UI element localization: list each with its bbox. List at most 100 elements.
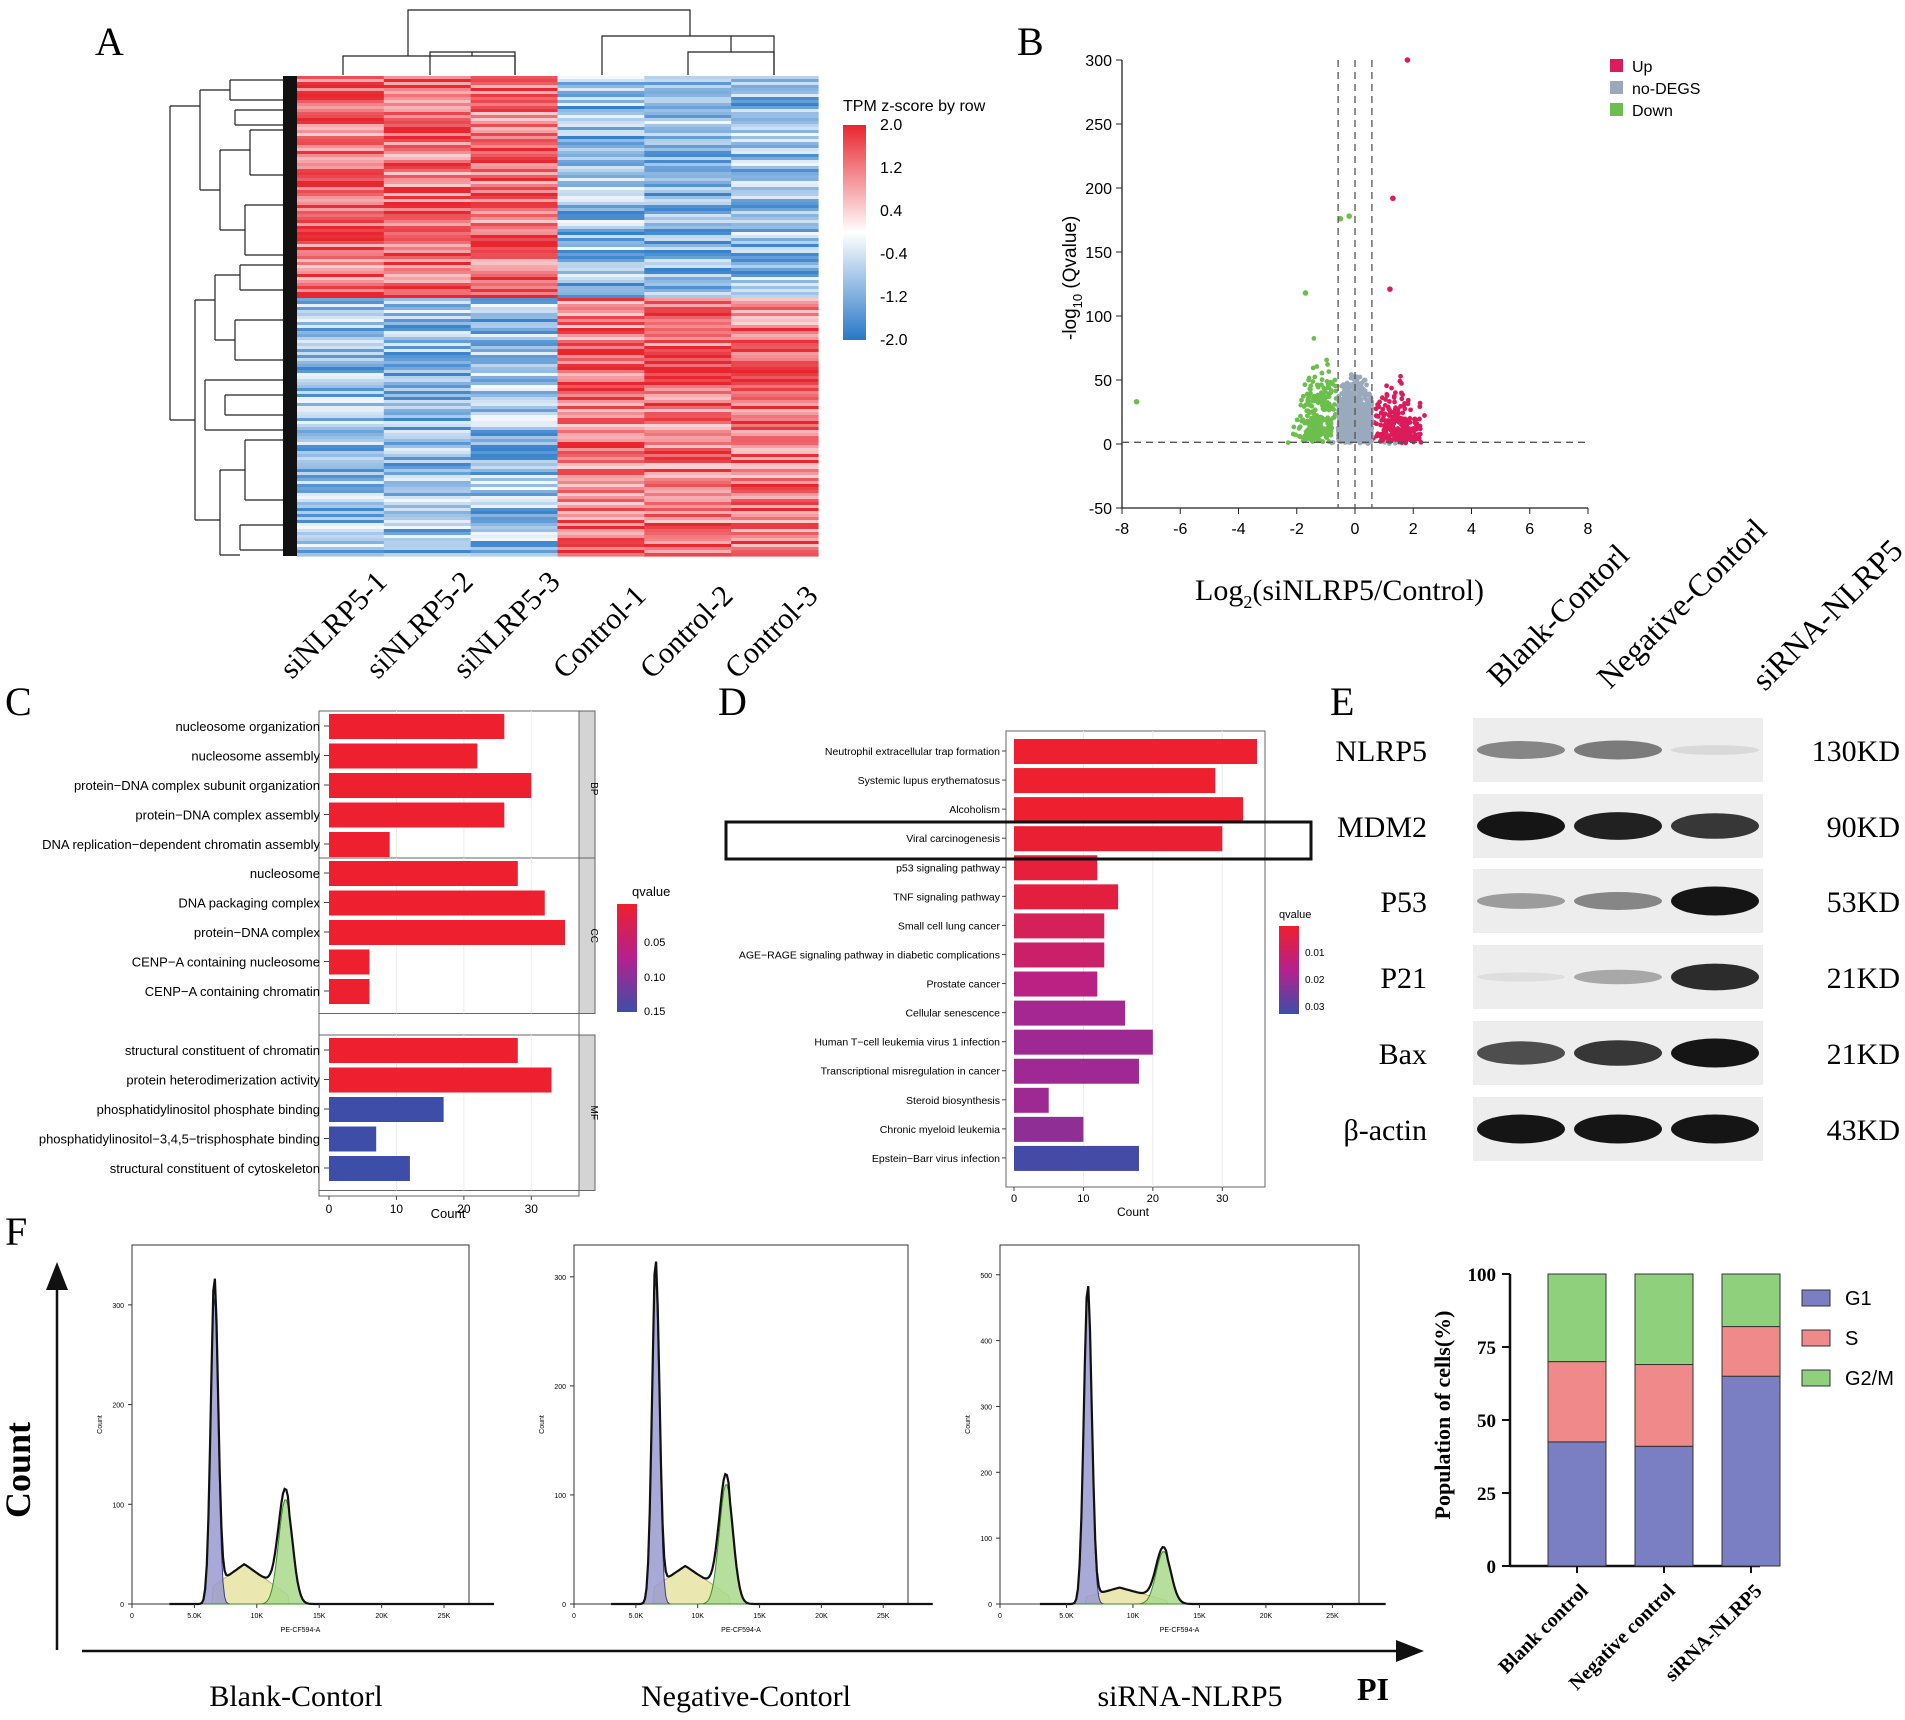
heatmap-cell: [383, 208, 472, 212]
flow-x-tick-label: 10K: [691, 1613, 704, 1620]
heatmap-cell: [297, 139, 385, 143]
heatmap-cell: [297, 325, 385, 329]
volcano-point: [1344, 408, 1350, 413]
heatmap-cell: [383, 352, 472, 356]
heatmap-cell: [731, 157, 819, 161]
volcano-point: [1375, 402, 1380, 407]
heatmap-cell: [731, 88, 819, 92]
heatmap-cell: [383, 547, 472, 551]
heatmap-cell: [297, 310, 385, 314]
blot-band: [1671, 1038, 1759, 1068]
heatmap-cell: [297, 292, 385, 296]
heatmap-cell: [297, 115, 385, 119]
heatmap-cell: [644, 271, 732, 275]
heatmap-cell: [557, 103, 645, 107]
heatmap-cell: [644, 508, 732, 512]
kegg-term-label: Transcriptional misregulation in cancer: [821, 1066, 1001, 1078]
heatmap-cell: [297, 298, 385, 302]
volcano-point: [1311, 336, 1317, 341]
heatmap-cell: [557, 304, 645, 308]
volcano-point: [1328, 388, 1334, 393]
kegg-term-label: Epstein−Barr virus infection: [872, 1153, 1000, 1165]
heatmap-cell: [297, 352, 385, 356]
heatmap-cell: [383, 334, 472, 338]
flow-x-tick-label: 0: [130, 1613, 134, 1620]
volcano-y-tick-label: -50: [1089, 501, 1112, 518]
heatmap-cell: [644, 403, 732, 407]
heatmap-cell: [557, 196, 645, 200]
heatmap-column-label: Control-3: [719, 579, 825, 685]
stacked-bar-segment: [1634, 1364, 1694, 1447]
heatmap-cell: [731, 535, 819, 539]
heatmap-cell: [557, 133, 645, 137]
heatmap-cell: [383, 202, 472, 206]
pi-axis-label: PI: [1357, 1671, 1389, 1707]
volcano-point: [1401, 437, 1407, 443]
heatmap-cell: [731, 412, 819, 416]
heatmap-cell: [470, 406, 559, 410]
heatmap-cell: [644, 541, 732, 545]
heatmap-cell: [644, 430, 732, 434]
volcano-point: [1357, 418, 1363, 424]
volcano-y-tick-label: 300: [1085, 53, 1112, 70]
heatmap-cell: [297, 196, 385, 200]
heatmap-cell: [383, 142, 472, 146]
heatmap-cell: [557, 157, 645, 161]
heatmap-cell: [557, 457, 645, 461]
heatmap-cell: [644, 367, 732, 371]
heatmap-cell: [644, 445, 732, 449]
heatmap-cell: [383, 169, 472, 173]
heatmap-cell: [731, 139, 819, 143]
volcano-point: [1363, 423, 1369, 428]
heatmap-cell: [470, 271, 559, 275]
volcano-point: [1390, 195, 1396, 202]
heatmap-cell: [383, 520, 472, 524]
heatmap-cell: [383, 457, 472, 461]
heatmap-cell: [731, 97, 819, 101]
blot-band: [1671, 745, 1759, 755]
heatmap-cell: [383, 484, 472, 488]
volcano-point: [1386, 399, 1392, 404]
volcano-point: [1307, 422, 1313, 428]
heatmap-cell: [383, 283, 472, 287]
volcano-point: [1321, 407, 1327, 412]
heatmap-cell: [470, 346, 559, 350]
heatmap-cell: [297, 538, 385, 542]
kegg-term-label: Alcoholism: [949, 804, 1000, 816]
heatmap-cell: [297, 79, 385, 83]
heatmap-cell: [470, 247, 559, 251]
heatmap-cell: [470, 226, 559, 230]
flow-x-tick-label: 5.0K: [1059, 1613, 1074, 1620]
heatmap-cell: [644, 406, 732, 410]
heatmap-cell: [297, 412, 385, 416]
kegg-bar: [1014, 884, 1119, 910]
heatmap-cell: [383, 451, 472, 455]
heatmap-cell: [470, 481, 559, 485]
pi-arrow-head: [1396, 1640, 1424, 1662]
heatmap-cell: [644, 91, 732, 95]
volcano-points: [1133, 57, 1427, 446]
heatmap-cell: [731, 217, 819, 221]
heatmap-cell: [383, 79, 472, 83]
heatmap-cell: [297, 175, 385, 179]
volcano-point: [1360, 435, 1366, 441]
heatmap-cell: [470, 358, 559, 362]
heatmap-cell: [731, 268, 819, 272]
heatmap-legend-tick: -2.0: [880, 332, 908, 349]
heatmap-cell: [731, 244, 819, 248]
flow-plot-frame: [573, 1244, 909, 1605]
heatmap-cell: [470, 367, 559, 371]
flow-histograms: 0 100 200 300 0 5.0K 10K 15K 20K 25K PE-CF594-A Cou…: [97, 1244, 1386, 1634]
volcano-point: [1313, 430, 1319, 436]
heatmap-cell: [644, 157, 732, 161]
go-bar: [329, 861, 518, 886]
volcano-point: [1398, 373, 1403, 379]
kegg-bars: Neutrophil extracellular trap formation S…: [739, 730, 1266, 1205]
heatmap-cell: [297, 391, 385, 395]
heatmap-cell: [383, 529, 472, 533]
heatmap-cell: [383, 496, 472, 500]
heatmap-cell: [557, 439, 645, 443]
heatmap-cell: [644, 517, 732, 521]
heatmap-cell: [644, 136, 732, 140]
heatmap-cell: [383, 370, 472, 374]
